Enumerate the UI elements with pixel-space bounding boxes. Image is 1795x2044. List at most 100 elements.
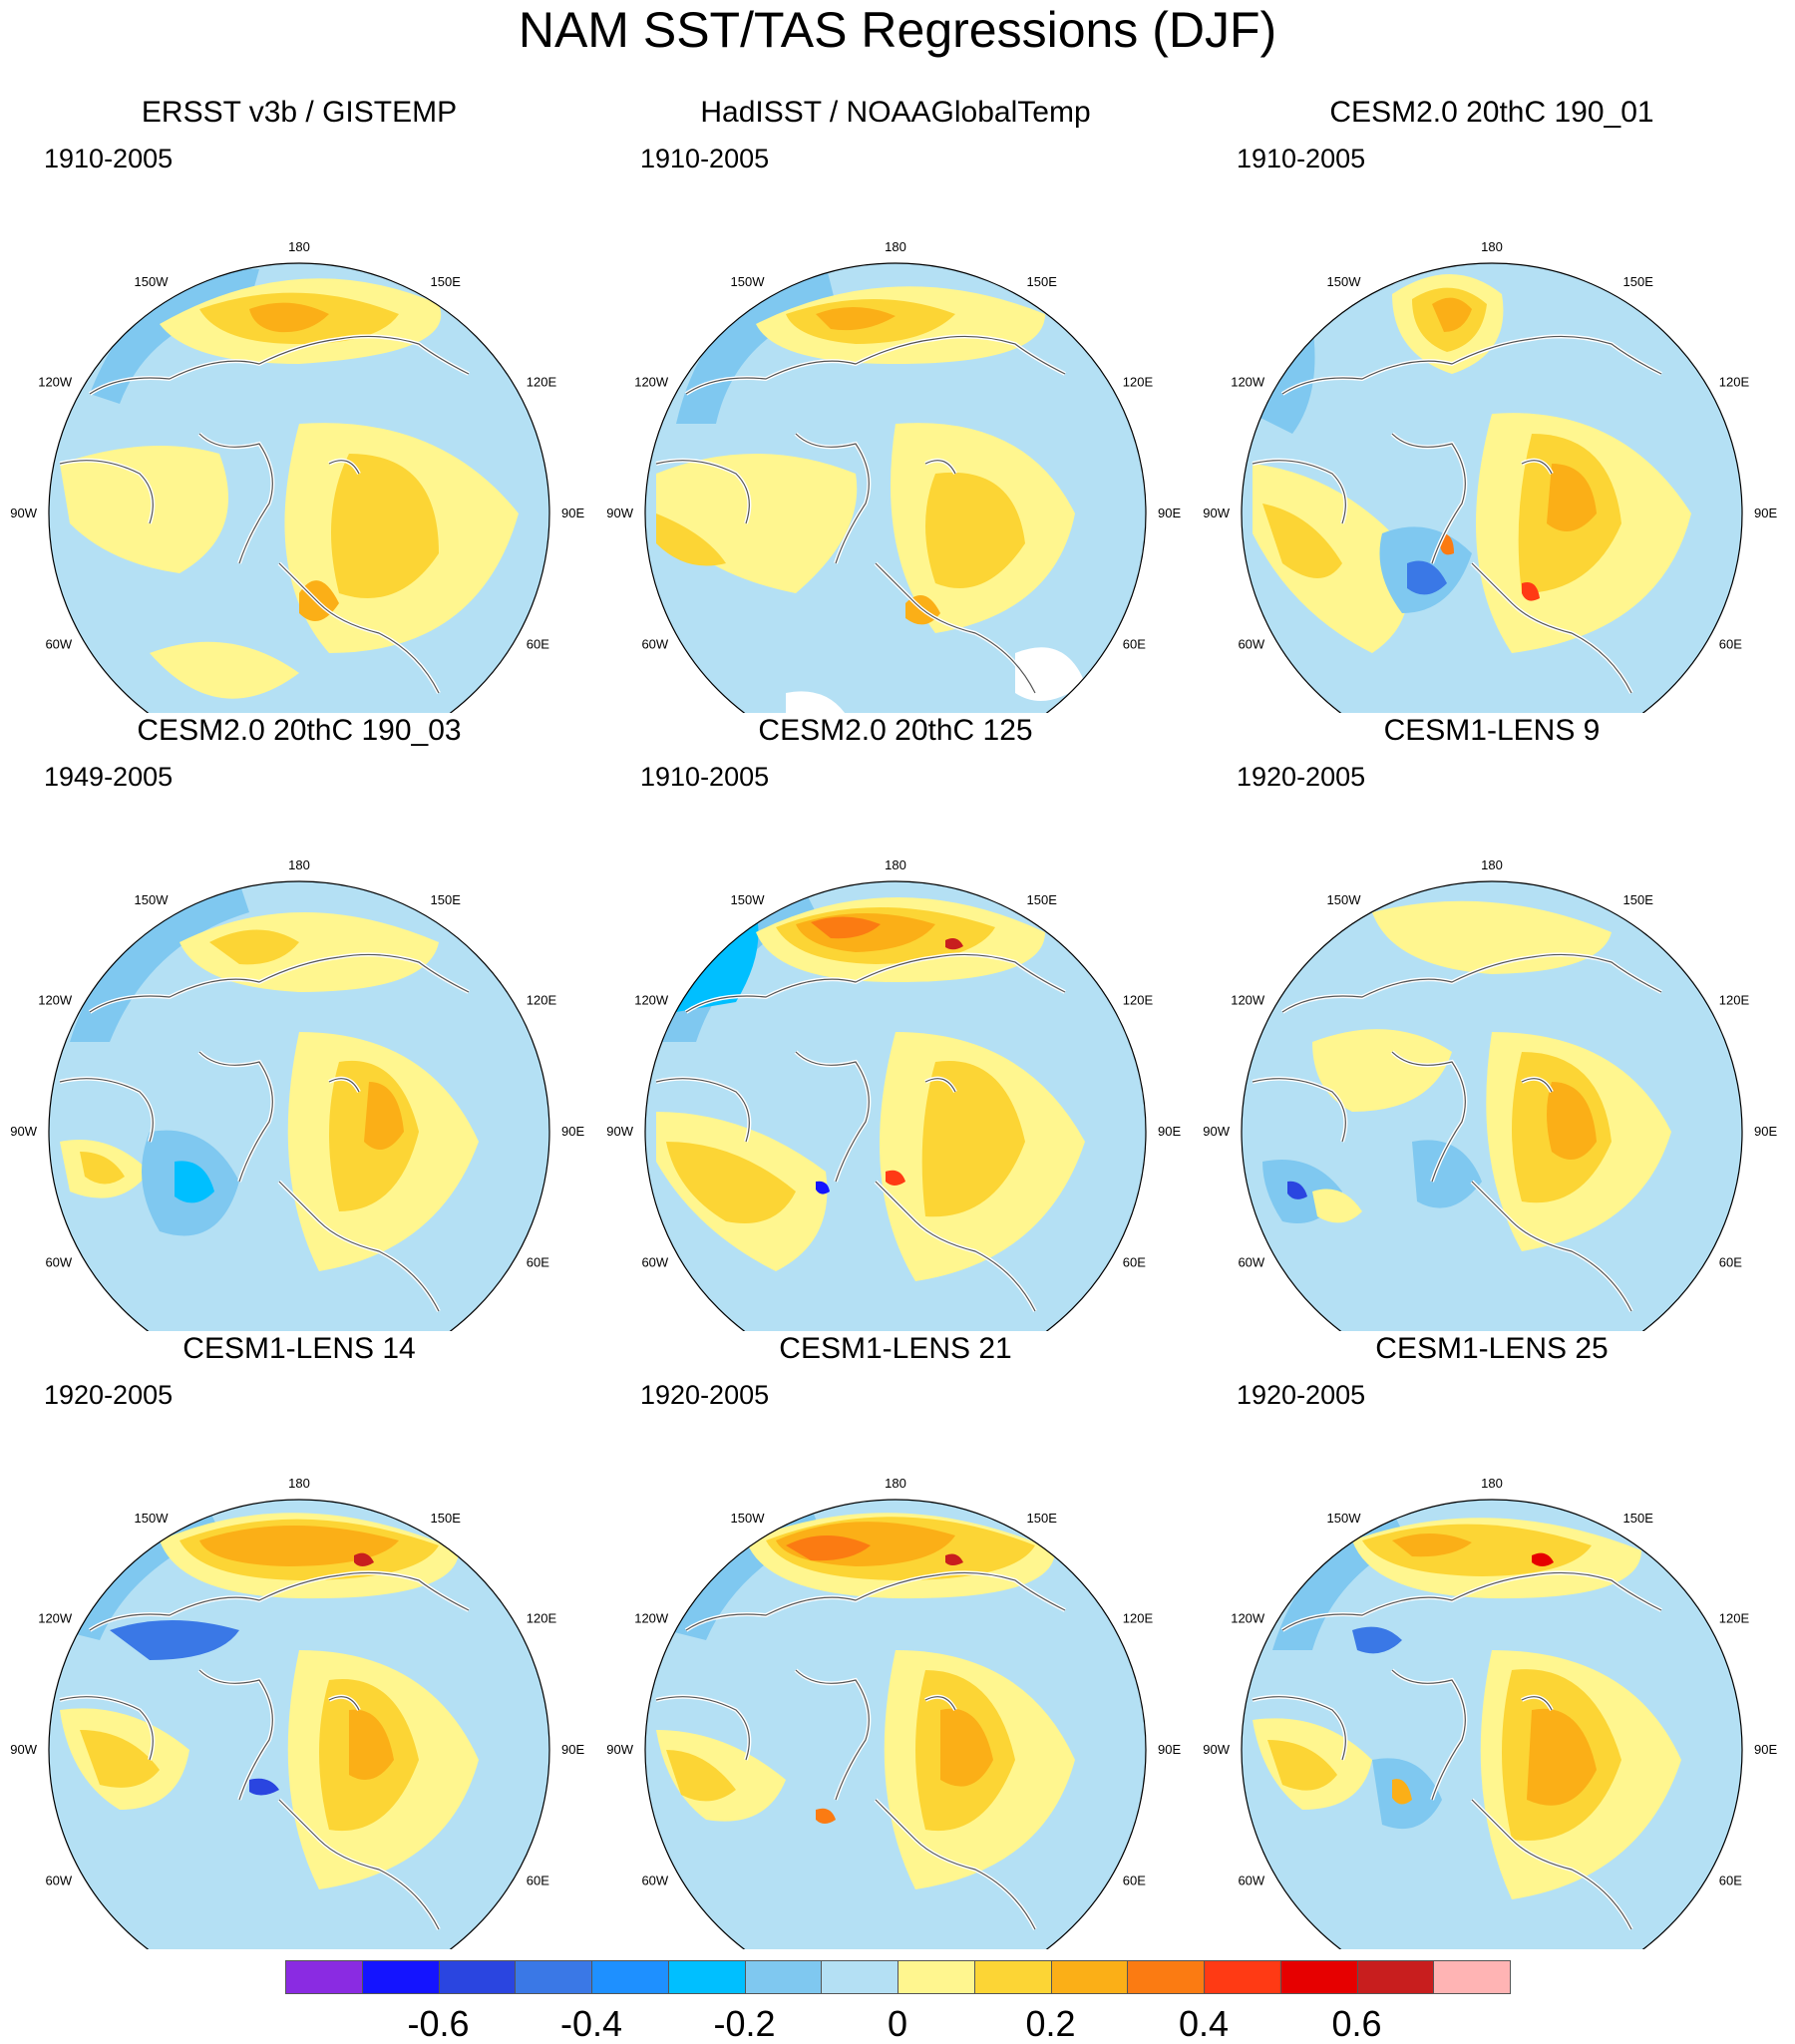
longitude-label: 120W [634, 1611, 669, 1626]
polar-stereographic-map: 180150E120E90E60E30E030W60W90W120W150W [606, 857, 1181, 1331]
longitude-label: 60W [641, 637, 668, 652]
regression-contour [110, 1620, 239, 1660]
coastline [1471, 1181, 1632, 1312]
coastline [278, 1181, 440, 1312]
colorbar-swatch [591, 1960, 669, 1994]
coastline [198, 1051, 273, 1183]
map-boundary [644, 262, 1147, 713]
coastline [1252, 460, 1346, 524]
longitude-label: 150E [1027, 1511, 1058, 1526]
coastline [795, 433, 870, 564]
regression-contour [1547, 464, 1597, 531]
longitude-label: 180 [288, 1476, 310, 1491]
regression-contour [666, 1142, 796, 1223]
coastline [328, 1078, 360, 1093]
map-panel: 180150E120E90E60E30E030W60W90W120W150WHa… [596, 95, 1195, 713]
colorbar-swatch [438, 1960, 517, 1994]
coastline [1391, 433, 1466, 564]
regression-field [49, 1500, 549, 1949]
longitude-label: 150W [135, 892, 170, 907]
colorbar-swatch [361, 1960, 440, 1994]
longitude-label: 60E [1719, 1874, 1742, 1888]
regression-contour [249, 302, 329, 333]
map-panel: 180150E120E90E60E30E030W60W90W120W150WCE… [596, 713, 1195, 1331]
coastline [685, 953, 1066, 1013]
coastline [1471, 562, 1632, 694]
figure-title: NAM SST/TAS Regressions (DJF) [518, 2, 1277, 58]
map-panel: 180150E120E90E60E30E030W60W90W120W150WCE… [0, 713, 598, 1331]
panel-title: CESM2.0 20thC 190_03 [137, 714, 462, 747]
regression-field [49, 881, 549, 1331]
longitude-label: 120E [1719, 375, 1750, 390]
longitude-label: 90E [1754, 1742, 1777, 1757]
regression-contour [80, 1152, 125, 1185]
map-boundary [1241, 880, 1743, 1331]
coastline [89, 953, 470, 1013]
longitude-label: 60W [641, 1255, 668, 1270]
regression-contour [816, 306, 896, 331]
coastline [685, 1571, 1066, 1631]
coastline [328, 1696, 360, 1711]
longitude-label: 120E [527, 375, 557, 390]
longitude-label: 60E [527, 637, 549, 652]
map-boundary [644, 1499, 1147, 1949]
regression-contour [331, 454, 439, 598]
longitude-label: 180 [1481, 857, 1503, 872]
colorbar-swatch [1433, 1960, 1511, 1994]
regression-contour [199, 1526, 399, 1566]
regression-contour [1407, 560, 1447, 595]
polar-stereographic-map: 180150E120E90E60E30E030W60W90W120W150W [1203, 239, 1777, 713]
longitude-label: 150E [1027, 274, 1058, 289]
regression-field [1242, 263, 1742, 713]
colorbar-tick-label: 0.2 [1025, 2003, 1076, 2044]
longitude-label: 150W [1327, 274, 1362, 289]
coastline [1471, 1799, 1632, 1930]
longitude-label: 90E [561, 1742, 584, 1757]
coastline [1252, 1696, 1346, 1761]
colorbar-swatch [821, 1960, 898, 1994]
regression-contour [175, 1161, 214, 1203]
regression-contour [811, 916, 881, 939]
map-panel: 180150E120E90E60E30E030W60W90W120W150WCE… [0, 1331, 598, 1949]
coastline [1391, 1669, 1466, 1801]
regression-contour [1312, 1189, 1362, 1223]
coastline [1391, 1051, 1466, 1183]
longitude-label: 60E [1123, 637, 1146, 652]
coastline [198, 1669, 273, 1801]
panel-period: 1910-2005 [640, 762, 770, 792]
longitude-label: 90W [1203, 1742, 1230, 1757]
colorbar-swatch [1127, 1960, 1205, 1994]
regression-contour [150, 641, 299, 699]
longitude-label: 180 [1481, 1476, 1503, 1491]
coastline [924, 1696, 956, 1711]
longitude-label: 90W [606, 506, 633, 520]
colorbar-swatch [973, 1960, 1052, 1994]
map-panel: 180150E120E90E60E30E030W60W90W120W150WCE… [596, 1331, 1195, 1949]
colorbar-swatch [898, 1960, 975, 1994]
coastline [1281, 953, 1662, 1013]
longitude-label: 120E [527, 993, 557, 1008]
colorbar-swatch [285, 1960, 363, 1994]
coastline [89, 335, 470, 395]
map-panel: 180150E120E90E60E30E030W60W90W120W150WCE… [1193, 95, 1791, 713]
coastline [198, 433, 273, 564]
longitude-label: 120E [1123, 375, 1154, 390]
longitude-label: 150E [1027, 892, 1058, 907]
longitude-label: 120E [527, 1611, 557, 1626]
regression-field [1242, 881, 1742, 1331]
longitude-label: 120E [1123, 993, 1154, 1008]
longitude-label: 60W [1238, 1255, 1264, 1270]
longitude-label: 180 [885, 239, 906, 254]
colorbar-tick-label: 0.6 [1331, 2003, 1382, 2044]
longitude-label: 120W [1231, 375, 1265, 390]
longitude-label: 60W [45, 1255, 72, 1270]
coastline [278, 1799, 440, 1930]
longitude-label: 90E [561, 506, 584, 520]
coastline [875, 1799, 1036, 1930]
regression-contour [349, 1709, 394, 1780]
panel-period: 1920-2005 [640, 1380, 770, 1410]
map-boundary [644, 880, 1147, 1331]
longitude-label: 60W [45, 637, 72, 652]
longitude-label: 60W [45, 1874, 72, 1888]
coastline [59, 460, 154, 524]
